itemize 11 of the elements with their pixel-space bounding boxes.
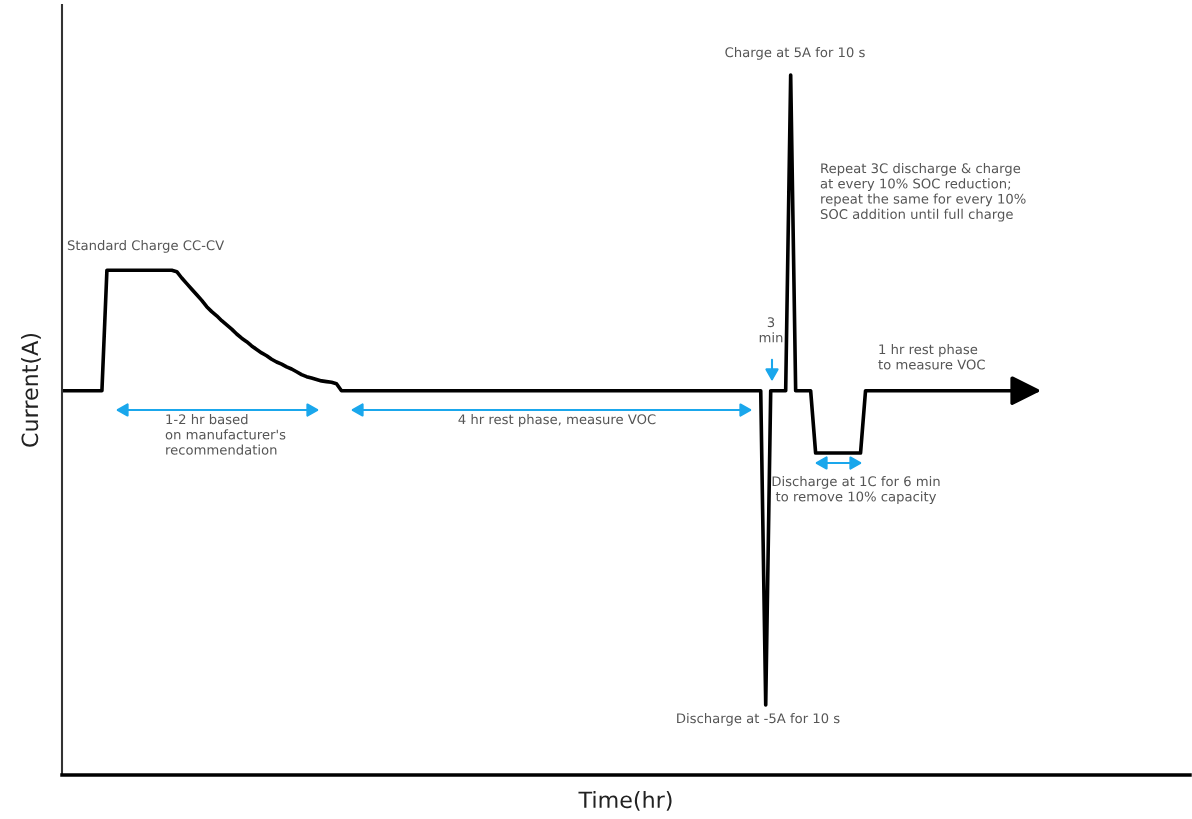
annotation: Discharge at 1C for 6 min to remove 10% capacity (772, 476, 940, 505)
annotation: 3 min (759, 317, 783, 343)
y-axis-title: Current(A) (21, 333, 41, 447)
x-axis-title: Time(hr) (578, 790, 672, 811)
annotation: 1 hr rest phase to measure VOC (878, 344, 985, 370)
annotation: 1-2 hr based on manufacturer's recommendation (165, 414, 286, 455)
annotation: Repeat 3C discharge & charge at every 10% SOC reduction; repeat the same for every 10% SOC addition until full charge (820, 163, 1026, 222)
annotation: Standard Charge CC-CV (67, 240, 225, 253)
annotation: 4 hr rest phase, measure VOC (458, 414, 656, 427)
text: Charge at 5A for 10 s (725, 47, 865, 60)
annotation: Discharge at -5A for 10 s (677, 713, 840, 726)
